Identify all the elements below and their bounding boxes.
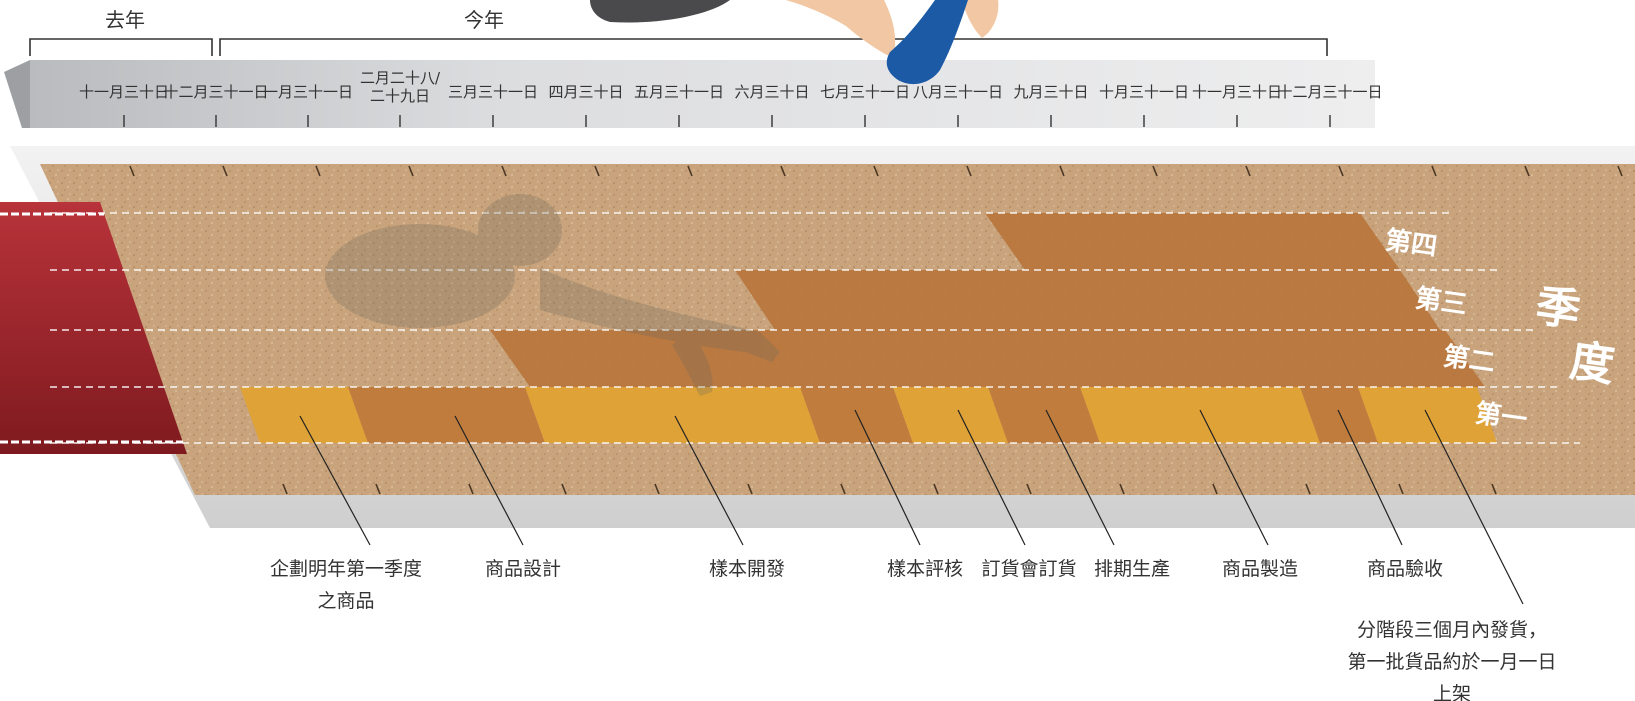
track-tick [747,483,753,495]
track-tick [1617,165,1623,177]
stage-label: 排期生產 [1094,558,1170,580]
date-label: 十二月三十一日 [1277,83,1382,101]
stage-leader-line [1337,409,1403,546]
track-tick [780,165,786,177]
quarter-title-char-2: 度 [1567,335,1618,392]
this-year-label: 今年 [464,8,504,32]
track-tick [222,165,228,177]
track-tick [1524,165,1530,177]
stage-block [893,387,1008,443]
stage-leader-line [674,415,744,546]
track-tick [1398,483,1404,495]
stage-leader-line [454,415,524,546]
stage-label: 商品驗收 [1367,558,1443,580]
stage-block [1080,387,1320,443]
period-brackets: 去年 今年 [29,8,1328,56]
date-label: 十一月三十日 [79,83,169,101]
track-tick [840,483,846,495]
track-tick [1245,165,1251,177]
date-label: 十月三十一日 [1099,83,1189,101]
stage-label: 商品製造 [1222,558,1298,580]
track-tick [1026,483,1032,495]
date-label: 八月三十一日 [913,83,1003,101]
jumper-shadow-silhouette [325,194,780,396]
quarter-bar [735,270,1440,330]
quarter-lane-label: 第三 [1413,283,1469,321]
track-tick [594,165,600,177]
stage-block [525,387,820,443]
quarter-lane-label: 第一 [1473,398,1529,436]
stage-label: 訂貨會訂貨 [981,558,1076,580]
date-label: 九月三十日 [1013,83,1088,101]
track-tick [687,165,693,177]
date-label: 十二月三十一日 [163,83,268,101]
stage-label: 分階段三個月內發貨，第一批貨品約於一月一日上架 [1347,619,1556,701]
last-year-label: 去年 [105,8,145,32]
quarter-title-char-1: 季 [1533,280,1584,337]
stage-label: 商品設計 [485,558,561,580]
track-tick [1059,165,1065,177]
track-tick [1212,483,1218,495]
stage-label: 樣本評核 [887,558,963,580]
track-tick [375,483,381,495]
jumper-illustration [590,0,999,85]
track-tick [1152,165,1158,177]
jumper-leg [786,0,896,58]
track-tick [129,165,135,177]
date-label: 五月三十一日 [634,83,724,101]
long-jump-track: 第一 第二 第三 第四 季 度 [0,146,1635,528]
date-bar-background [30,60,1375,128]
stage-block [988,387,1100,443]
stage-leader-line [299,415,371,546]
stage-label: 樣本開發 [709,558,785,580]
quarter-lane-label: 第四 [1383,225,1439,263]
stage-leader-line [854,409,921,546]
stage-block [348,387,545,443]
track-tick [1338,165,1344,177]
track-tick [1305,483,1311,495]
track-tick [1119,483,1125,495]
quarter-bar [490,330,1485,387]
stage-block [240,387,368,443]
stage-leader-line [1045,409,1115,546]
stage-block [800,387,913,443]
track-tick [966,165,972,177]
this-year-bracket [219,38,1328,56]
date-label: 二月二十八/二十九日 [360,69,441,105]
date-label: 三月三十一日 [448,83,538,101]
track-tick [408,165,414,177]
track-tick [561,483,567,495]
date-label: 四月三十日 [548,83,623,101]
date-label: 六月三十日 [734,83,809,101]
track-tick [468,483,474,495]
jumper-pants [590,0,730,23]
quarter-bar [985,213,1400,270]
stage-labels: 企劃明年第一季度之商品 商品設計 樣本開發 樣本評核 訂貨會訂貨 排期生產 商品製造 商品驗收… [270,409,1557,701]
date-label: 一月三十一日 [263,83,353,101]
track-tick [873,165,879,177]
jumper-shoe-icon [886,0,968,85]
date-bar-shadow [4,60,30,128]
track-tick [933,483,939,495]
quarter-lane-label: 第二 [1441,341,1497,379]
stage-block [1300,387,1378,443]
stage-leader-line [957,409,1026,546]
stage-leader-line [1424,409,1524,605]
track-tick [315,165,321,177]
date-label: 十一月三十日 [1192,83,1282,101]
track-tick [282,483,288,495]
jumper-leg-2 [962,0,999,38]
stage-label: 企劃明年第一季度之商品 [270,558,422,612]
stage-leader-line [1199,409,1269,546]
date-label: 七月三十一日 [820,83,910,101]
track-tick [501,165,507,177]
track-tick [654,483,660,495]
track-tick [1431,165,1437,177]
track-tick [1491,483,1497,495]
last-year-bracket [29,38,213,56]
runway-red [0,202,187,454]
